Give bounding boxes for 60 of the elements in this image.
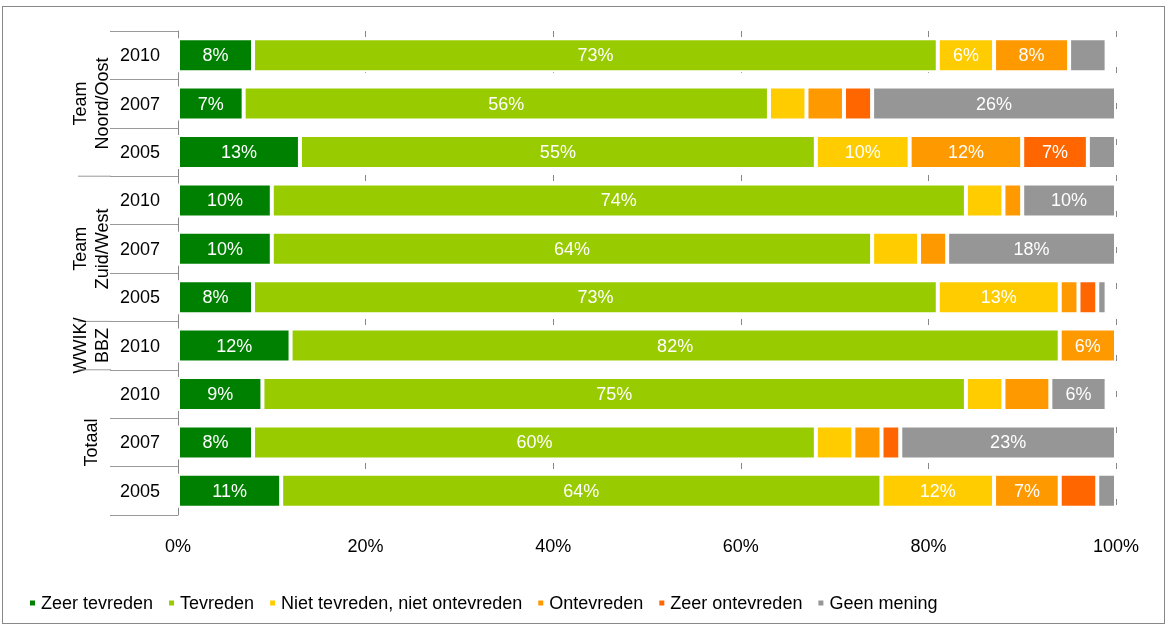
data-label: 6%	[1065, 384, 1092, 404]
data-label: 10%	[844, 142, 881, 162]
legend-label: Geen mening	[829, 593, 938, 613]
data-label: 8%	[202, 432, 229, 453]
data-label: 7%	[197, 93, 224, 114]
legend-label: Zeer tevreden	[41, 593, 154, 613]
data-label: 10%	[1051, 190, 1088, 211]
data-label: 10%	[206, 190, 243, 211]
legend-label: Zeer ontevreden	[670, 593, 803, 613]
y-tick-label: 2010	[119, 45, 160, 66]
text: Team Noord/Oost	[70, 57, 112, 150]
x-tick-label: 100%	[1092, 536, 1140, 556]
data-label: 60%	[516, 432, 553, 453]
y-tick-label: 2010	[119, 384, 160, 404]
y-tick-label: 2007	[119, 93, 160, 114]
data-label: 12%	[216, 335, 253, 356]
data-label: 12%	[947, 142, 984, 162]
data-label: 8%	[202, 45, 229, 66]
data-label: 8%	[202, 287, 229, 308]
legend-label: Tevreden	[180, 593, 255, 613]
data-label: 55%	[539, 142, 576, 162]
y-tick-label: 2007	[119, 432, 160, 453]
data-label: 7%	[1013, 480, 1040, 501]
data-label: 10%	[206, 238, 243, 259]
data-label: 11%	[212, 480, 247, 501]
data-label: 13%	[220, 142, 257, 162]
data-label: 74%	[600, 190, 637, 211]
data-label: 56%	[488, 93, 525, 114]
data-label: 18%	[1013, 238, 1050, 259]
x-tick-label: 80%	[910, 536, 947, 556]
data-label: 12%	[919, 480, 956, 501]
y-tick-label: 2005	[119, 142, 160, 162]
x-tick-label: 40%	[535, 536, 572, 556]
data-label: 64%	[553, 238, 590, 259]
data-label: 9%	[207, 384, 234, 404]
text: Totaal	[81, 418, 101, 467]
y-tick-label: 2005	[119, 287, 160, 308]
y-tick-label: 2005	[119, 480, 160, 501]
y-tick-label: 2010	[119, 190, 160, 211]
data-label: 6%	[1074, 335, 1101, 356]
data-label: 75%	[596, 384, 633, 404]
data-label: 26%	[976, 93, 1013, 114]
x-tick-label: 20%	[347, 536, 384, 556]
y-tick-label: 2010	[119, 335, 160, 356]
data-label: 73%	[577, 45, 614, 66]
data-label: 23%	[990, 432, 1027, 453]
data-label: 82%	[657, 335, 694, 356]
text: WWIK/ BBZ	[70, 317, 112, 374]
data-label: 13%	[980, 287, 1017, 308]
data-label: 8%	[1018, 45, 1045, 66]
x-tick-label: 0%	[164, 536, 192, 556]
data-label: 6%	[952, 45, 979, 66]
text: Team Zuid/West	[70, 208, 112, 290]
data-label: 7%	[1042, 142, 1069, 162]
data-label: 64%	[563, 480, 600, 501]
y-tick-label: 2007	[119, 238, 160, 259]
legend-label: Ontevreden	[549, 593, 644, 613]
data-label: 73%	[577, 287, 614, 308]
legend-label: Niet tevreden, niet ontevreden	[281, 593, 523, 613]
x-tick-label: 60%	[722, 536, 759, 556]
